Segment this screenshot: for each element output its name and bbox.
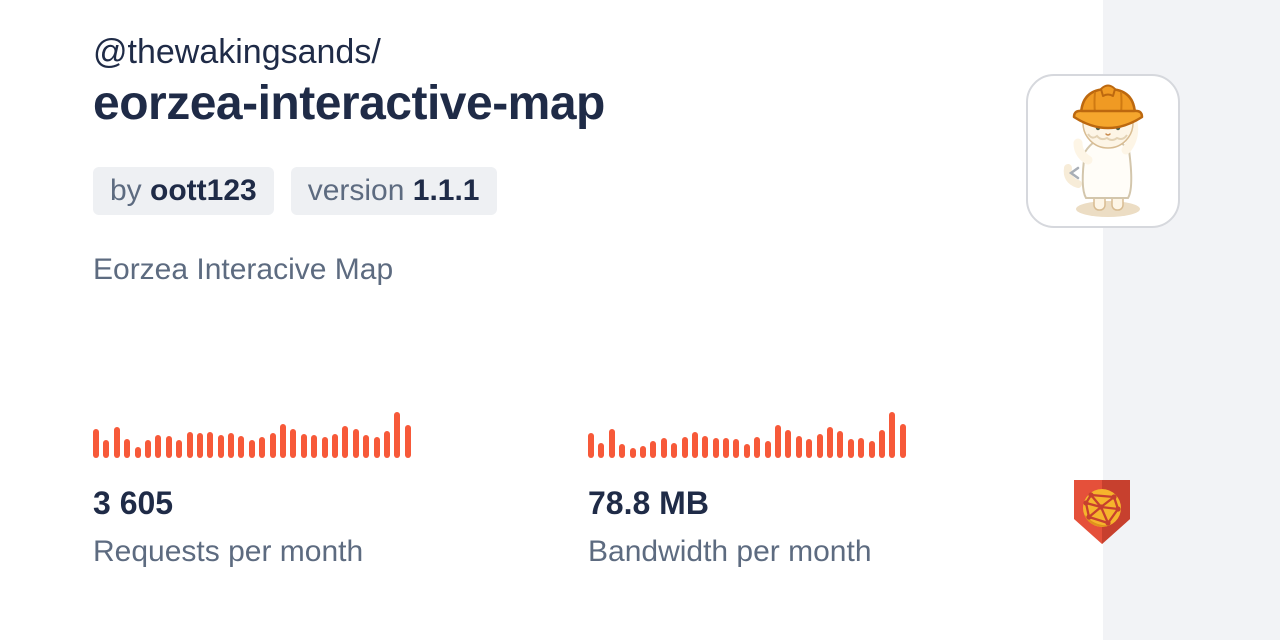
bandwidth-value: 78.8 MB xyxy=(588,485,709,521)
author-badge: by oott123 xyxy=(93,167,274,215)
package-description: Eorzea Interacive Map xyxy=(93,253,394,286)
bandwidth-label: Bandwidth per month xyxy=(588,535,872,568)
package-name: eorzea-interactive-map xyxy=(93,77,605,130)
author-badge-value: oott123 xyxy=(150,174,257,207)
version-badge-prefix: version xyxy=(307,174,413,207)
jsdelivr-logo-icon xyxy=(1070,477,1134,547)
bandwidth-sparkline-chart xyxy=(588,412,906,458)
bandwidth-stat-block: 78.8 MB Bandwidth per month xyxy=(588,412,1028,570)
requests-sparkline-chart xyxy=(93,412,411,458)
avatar xyxy=(1026,74,1180,228)
small-chevron-mark-icon xyxy=(1068,166,1080,180)
author-badge-prefix: by xyxy=(110,174,151,207)
version-badge-value: 1.1.1 xyxy=(412,174,480,207)
version-badge: version 1.1.1 xyxy=(290,167,497,215)
badges-row: by oott123 version 1.1.1 xyxy=(93,167,497,215)
requests-value: 3 605 xyxy=(93,485,174,521)
requests-label: Requests per month xyxy=(93,535,364,568)
requests-stat-block: 3 605 Requests per month xyxy=(93,412,533,570)
mascot-construction-cat-illustration xyxy=(1063,84,1144,217)
package-scope: @thewakingsands/ xyxy=(93,33,381,71)
package-title: @thewakingsands/ eorzea-interactive-map xyxy=(93,30,605,132)
